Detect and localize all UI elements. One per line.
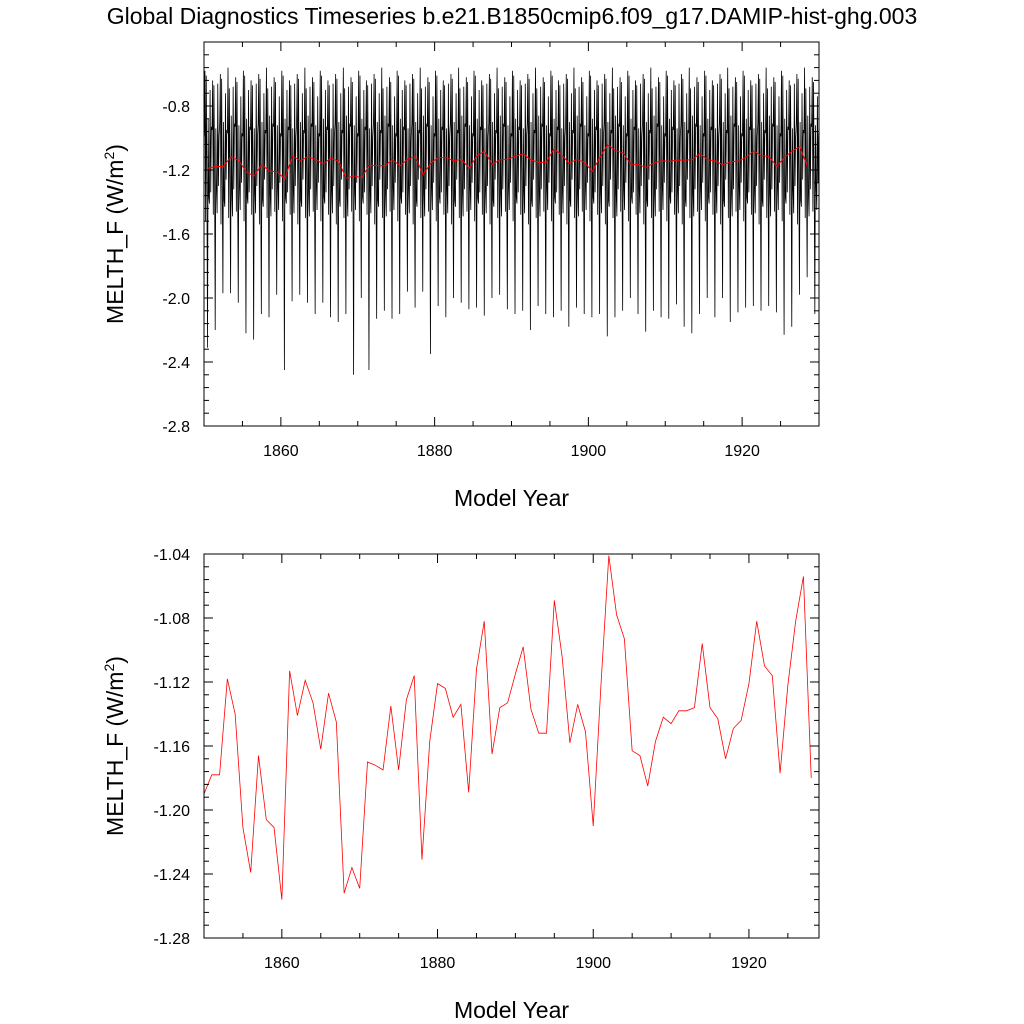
plot-area bbox=[204, 555, 812, 900]
plot-frame bbox=[203, 41, 820, 427]
x-tick-label: 1920 bbox=[724, 443, 760, 460]
y-tick-label: -0.8 bbox=[162, 99, 190, 116]
plot-frame bbox=[203, 553, 820, 939]
annual-series-line bbox=[204, 555, 812, 900]
y-tick-label: -1.08 bbox=[154, 611, 191, 628]
x-ticks bbox=[203, 554, 789, 938]
x-tick-label: 1880 bbox=[420, 955, 456, 972]
y-tick-label: -2.4 bbox=[162, 355, 190, 372]
y-axis-label: MELTH_F (W/m2) bbox=[101, 144, 128, 324]
x-ticks bbox=[203, 42, 820, 426]
y-tick-label: -1.04 bbox=[154, 547, 191, 564]
y-tick-label: -1.16 bbox=[154, 739, 191, 756]
y-ticks bbox=[204, 41, 819, 427]
x-axis-label: Model Year bbox=[454, 997, 569, 1023]
monthly-series-line bbox=[204, 67, 819, 375]
y-tick-label: -1.12 bbox=[154, 675, 191, 692]
y-tick-label: -1.28 bbox=[154, 931, 191, 948]
y-tick-label: -1.20 bbox=[154, 803, 191, 820]
y-tick-label: -2.8 bbox=[162, 419, 190, 436]
y-tick-label: -1.24 bbox=[154, 867, 191, 884]
figure-title: Global Diagnostics Timeseries b.e21.B185… bbox=[107, 3, 918, 29]
y-ticks bbox=[204, 553, 819, 939]
x-tick-label: 1900 bbox=[571, 443, 607, 460]
plot-area bbox=[204, 67, 819, 375]
annual-series-line bbox=[207, 143, 808, 180]
x-tick-label: 1900 bbox=[575, 955, 611, 972]
x-tick-label: 1860 bbox=[264, 955, 300, 972]
x-axis-label: Model Year bbox=[454, 485, 569, 511]
x-tick-label: 1880 bbox=[417, 443, 453, 460]
x-tick-label: 1860 bbox=[263, 443, 299, 460]
y-tick-label: -1.6 bbox=[162, 227, 190, 244]
x-tick-label: 1920 bbox=[731, 955, 767, 972]
bottom-panel: 1860 1880 1900 1920 -1.04 -1.08 -1.12 -1.16 -1.2… bbox=[101, 547, 820, 1023]
y-tick-label: -2.0 bbox=[162, 291, 190, 308]
y-tick-label: -1.2 bbox=[162, 163, 190, 180]
top-panel: 1860 1880 1900 1920 -0.8 -1.2 -1.6 -2.0 -2.4 -2.8… bbox=[101, 41, 820, 511]
y-axis-label: MELTH_F (W/m2) bbox=[101, 656, 128, 836]
